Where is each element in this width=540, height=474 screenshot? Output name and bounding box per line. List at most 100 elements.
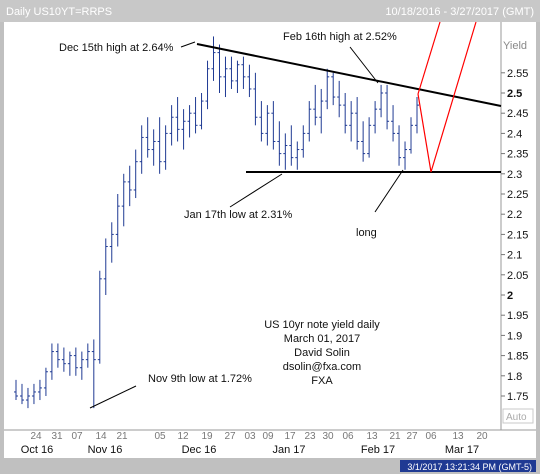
price-bar — [259, 101, 264, 142]
pointer-long — [374, 169, 404, 213]
price-bar — [355, 97, 360, 150]
y-tick-label: 2.25 — [507, 189, 528, 201]
price-bar — [361, 121, 366, 162]
chart-title: Daily US10YT=RRPS — [6, 6, 112, 18]
price-bar — [55, 343, 60, 368]
price-bar — [367, 117, 372, 158]
annotation-nov9: Nov 9th low at 1.72% — [148, 373, 252, 385]
price-bar — [229, 56, 234, 89]
x-day-label: 27 — [224, 431, 236, 442]
price-bar — [307, 101, 312, 142]
y-tick-label: 1.95 — [507, 310, 528, 322]
price-bar — [43, 367, 48, 396]
x-day-label: 14 — [95, 431, 107, 442]
price-bar — [337, 80, 342, 118]
price-bar — [313, 84, 318, 126]
y-tick-label: 1.75 — [507, 391, 528, 403]
info-line-2: March 01, 2017 — [284, 333, 360, 345]
price-bar — [14, 379, 18, 401]
y-tick-label: 2.4 — [507, 128, 522, 140]
annotation-dec15: Dec 15th high at 2.64% — [59, 42, 174, 54]
price-bars — [14, 36, 419, 409]
price-bar — [181, 109, 186, 150]
price-bar — [331, 72, 336, 106]
x-day-label: 30 — [322, 431, 334, 442]
x-day-label: 09 — [262, 431, 274, 442]
price-bar — [49, 343, 54, 380]
price-bar — [289, 125, 294, 166]
x-month-label: Dec 16 — [182, 444, 217, 456]
timestamp-box — [400, 460, 536, 472]
price-bar — [271, 101, 276, 150]
price-bar — [157, 117, 162, 174]
info-line-4: dsolin@fxa.com — [283, 361, 361, 373]
price-bar — [265, 105, 270, 146]
annotation-long: long — [356, 227, 377, 239]
price-bar — [241, 56, 246, 89]
price-bar — [319, 88, 324, 134]
auto-scale-label: Auto — [506, 412, 527, 423]
x-day-label: 23 — [304, 431, 316, 442]
x-day-label: 20 — [476, 431, 488, 442]
x-day-label: 27 — [406, 431, 418, 442]
price-bar — [37, 379, 42, 401]
price-bar — [391, 105, 396, 142]
y-axis-label: Yield — [503, 40, 527, 52]
x-day-label: 12 — [177, 431, 189, 442]
price-bar — [91, 339, 96, 409]
price-bar — [193, 97, 198, 134]
x-month-label: Jan 17 — [272, 444, 305, 456]
price-bar — [403, 141, 408, 170]
y-tick-label: 2.05 — [507, 270, 528, 282]
x-day-label: 13 — [366, 431, 378, 442]
price-bar — [199, 93, 204, 130]
price-bar — [223, 56, 228, 98]
y-tick-label: 2.5 — [507, 88, 522, 100]
x-day-label: 13 — [452, 431, 464, 442]
price-bar — [253, 72, 258, 126]
projection-up-line — [417, 21, 441, 95]
info-line-5: FXA — [311, 375, 333, 387]
x-ticks: 24 31 07 14 21 05 12 19 27 03 09 17 23 30 06 13 21 27 06 13… — [21, 431, 488, 456]
x-day-label: 19 — [201, 431, 213, 442]
info-line-1: US 10yr note yield daily — [264, 319, 380, 331]
auto-scale-button[interactable] — [502, 408, 534, 424]
price-bar — [217, 44, 222, 93]
price-bar — [277, 121, 282, 166]
price-bar — [79, 351, 84, 380]
price-bar — [139, 125, 144, 174]
x-month-label: Nov 16 — [88, 444, 123, 456]
price-bar — [283, 133, 288, 170]
price-bar — [385, 84, 390, 130]
price-bar — [25, 387, 30, 409]
price-bar — [115, 194, 120, 247]
price-bar — [61, 347, 66, 372]
annotation-feb16: Feb 16th high at 2.52% — [283, 31, 397, 43]
plot-area — [4, 22, 501, 430]
price-bar — [295, 141, 300, 170]
price-bar — [151, 129, 156, 166]
price-bar — [85, 343, 90, 368]
y-tick-label: 2 — [507, 290, 513, 302]
price-bar — [121, 173, 126, 227]
x-day-label: 06 — [425, 431, 437, 442]
price-bar — [211, 36, 216, 81]
y-tick-label: 1.85 — [507, 351, 528, 363]
descending-trendline — [196, 43, 502, 107]
x-month-label: Mar 17 — [445, 444, 479, 456]
price-bar — [103, 238, 108, 295]
price-bar — [67, 351, 72, 376]
y-tick-label: 2.15 — [507, 229, 528, 241]
price-bar — [109, 222, 114, 263]
price-bar — [19, 383, 24, 405]
x-day-label: 21 — [389, 431, 401, 442]
y-tick-label: 2.2 — [507, 209, 522, 221]
footer-timestamp: 3/1/2017 13:21:34 PM (GMT-5) — [407, 462, 532, 472]
x-day-label: 31 — [51, 431, 63, 442]
x-day-label: 06 — [342, 431, 354, 442]
annotation-jan17: Jan 17th low at 2.31% — [184, 209, 292, 221]
header-bar — [0, 0, 540, 22]
price-bar — [169, 105, 174, 146]
price-bar — [379, 84, 384, 118]
